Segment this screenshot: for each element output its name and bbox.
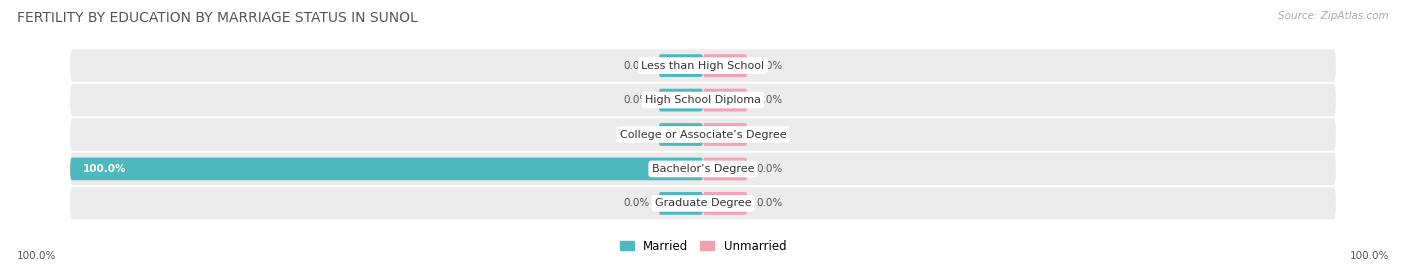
FancyBboxPatch shape (70, 84, 1336, 116)
Text: Less than High School: Less than High School (641, 61, 765, 71)
FancyBboxPatch shape (658, 123, 703, 146)
Text: High School Diploma: High School Diploma (645, 95, 761, 105)
FancyBboxPatch shape (658, 54, 703, 77)
Text: 0.0%: 0.0% (756, 61, 783, 71)
FancyBboxPatch shape (70, 49, 1336, 82)
Text: 0.0%: 0.0% (756, 129, 783, 140)
Text: 0.0%: 0.0% (756, 198, 783, 208)
Text: 0.0%: 0.0% (756, 164, 783, 174)
FancyBboxPatch shape (658, 89, 703, 111)
FancyBboxPatch shape (703, 158, 748, 180)
Text: Graduate Degree: Graduate Degree (655, 198, 751, 208)
Text: 100.0%: 100.0% (1350, 251, 1389, 261)
FancyBboxPatch shape (70, 187, 1336, 220)
Text: College or Associate’s Degree: College or Associate’s Degree (620, 129, 786, 140)
FancyBboxPatch shape (70, 153, 1336, 185)
Text: Source: ZipAtlas.com: Source: ZipAtlas.com (1278, 11, 1389, 21)
FancyBboxPatch shape (703, 192, 748, 215)
Text: 100.0%: 100.0% (17, 251, 56, 261)
Text: 0.0%: 0.0% (623, 129, 650, 140)
Text: 0.0%: 0.0% (756, 95, 783, 105)
Text: 0.0%: 0.0% (623, 95, 650, 105)
FancyBboxPatch shape (70, 158, 703, 180)
FancyBboxPatch shape (70, 118, 1336, 151)
FancyBboxPatch shape (658, 192, 703, 215)
Legend: Married, Unmarried: Married, Unmarried (620, 240, 786, 253)
Text: FERTILITY BY EDUCATION BY MARRIAGE STATUS IN SUNOL: FERTILITY BY EDUCATION BY MARRIAGE STATU… (17, 11, 418, 25)
FancyBboxPatch shape (703, 54, 748, 77)
FancyBboxPatch shape (703, 89, 748, 111)
Text: 0.0%: 0.0% (623, 198, 650, 208)
Text: 0.0%: 0.0% (623, 61, 650, 71)
Text: Bachelor’s Degree: Bachelor’s Degree (652, 164, 754, 174)
FancyBboxPatch shape (703, 123, 748, 146)
Text: 100.0%: 100.0% (83, 164, 127, 174)
